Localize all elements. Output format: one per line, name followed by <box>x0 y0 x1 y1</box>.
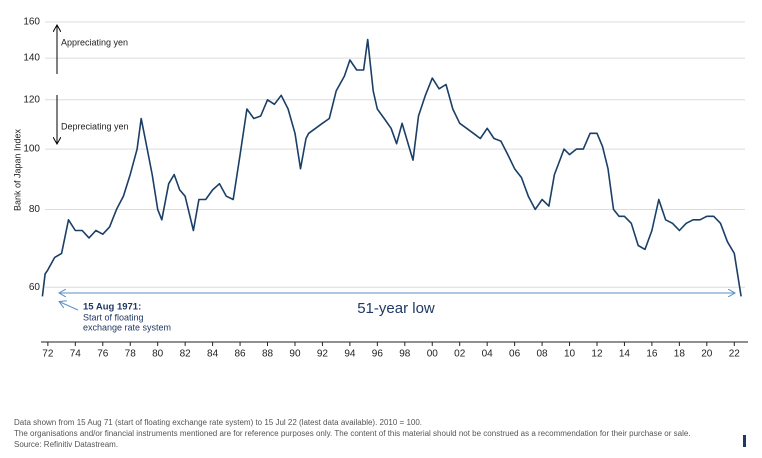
x-tick-label: 92 <box>317 349 329 360</box>
y-tick-label: 60 <box>29 282 41 293</box>
y-tick-label: 160 <box>23 17 40 28</box>
x-tick-label: 22 <box>729 349 741 360</box>
data-line <box>41 38 742 297</box>
x-tick-label: 72 <box>42 349 54 360</box>
x-tick-label: 76 <box>97 349 109 360</box>
page-marker <box>743 435 746 447</box>
x-tick-label: 78 <box>125 349 137 360</box>
x-tick-label: 00 <box>427 349 439 360</box>
y-axis-label: Bank of Japan Index <box>12 128 22 211</box>
annotation: 15 Aug 1971: <box>83 302 141 313</box>
x-tick-label: 06 <box>509 349 521 360</box>
annotation: Appreciating yen <box>61 37 128 47</box>
y-tick-label: 80 <box>29 204 41 215</box>
plot-area: 60 80 100 120 140 160 72 74 76 78 80 82 84 86 88 90 92 94… <box>23 17 748 360</box>
x-tick-label: 02 <box>454 349 466 360</box>
x-tick-label: 10 <box>564 349 576 360</box>
x-tick-label: 96 <box>372 349 384 360</box>
footnote: The organisations and/or financial instr… <box>14 429 691 438</box>
x-tick-label: 98 <box>399 349 411 360</box>
x-tick-label: 14 <box>619 349 631 360</box>
annotation: 51-year low <box>357 300 435 317</box>
x-tick-label: 86 <box>234 349 246 360</box>
x-tick-label: 16 <box>646 349 658 360</box>
annotation: Depreciating yen <box>61 121 129 131</box>
x-tick-label: 08 <box>537 349 549 360</box>
footnote: Data shown from 15 Aug 71 (start of floa… <box>14 418 422 427</box>
y-tick-label: 100 <box>23 144 40 155</box>
x-tick-label: 20 <box>701 349 713 360</box>
annotation: Start of floating <box>83 312 144 322</box>
x-tick-label: 88 <box>262 349 274 360</box>
x-tick-label: 04 <box>482 349 494 360</box>
footnote: Source: Refinitiv Datastream. <box>14 440 118 449</box>
x-tick-label: 82 <box>180 349 192 360</box>
start-arrow <box>60 302 79 311</box>
x-tick-label: 18 <box>674 349 686 360</box>
annotation: exchange rate system <box>83 322 171 332</box>
x-tick-label: 12 <box>591 349 603 360</box>
x-tick-label: 80 <box>152 349 164 360</box>
y-tick-label: 140 <box>23 53 40 64</box>
x-tick-label: 94 <box>344 349 356 360</box>
x-tick-label: 84 <box>207 349 219 360</box>
y-tick-label: 120 <box>23 94 40 105</box>
x-tick-label: 74 <box>70 349 82 360</box>
x-tick-label: 90 <box>289 349 301 360</box>
